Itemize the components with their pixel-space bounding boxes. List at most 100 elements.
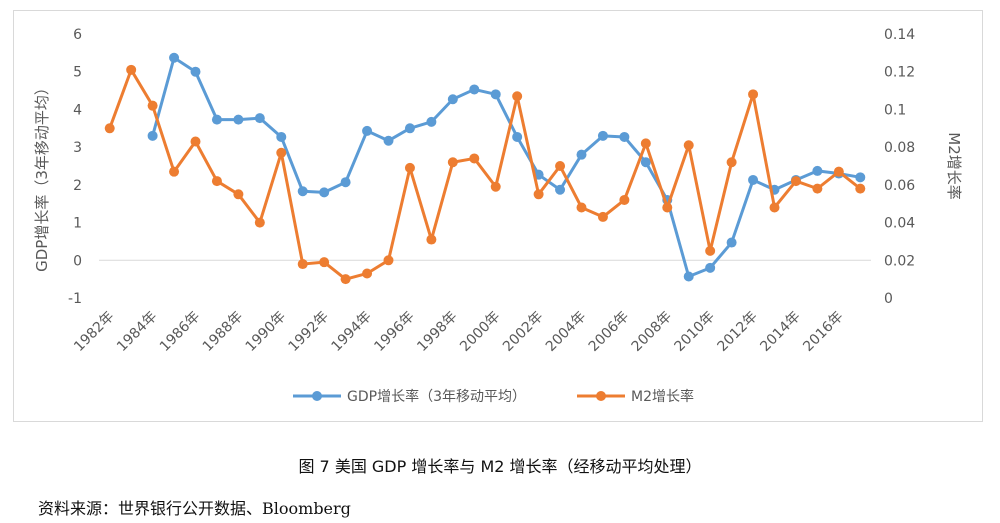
- data-point-m2: [640, 138, 651, 149]
- y-axis-title-right: M2增长率: [945, 132, 963, 200]
- data-point-gdp: [512, 131, 523, 142]
- data-point-m2: [126, 64, 137, 75]
- x-tick-label: 2008年: [629, 309, 675, 355]
- data-point-m2: [726, 157, 737, 168]
- x-tick-label: 1996年: [371, 309, 417, 355]
- data-point-m2: [855, 183, 866, 194]
- data-point-m2: [597, 211, 608, 222]
- data-point-gdp: [748, 174, 759, 185]
- data-point-gdp: [640, 157, 651, 168]
- data-point-m2: [576, 202, 587, 213]
- data-point-gdp: [233, 114, 244, 125]
- data-point-m2: [426, 234, 437, 245]
- data-point-gdp: [147, 130, 158, 141]
- data-point-m2: [555, 161, 566, 171]
- legend-marker-m2: [596, 391, 606, 401]
- data-point-m2: [619, 194, 630, 205]
- data-point-gdp: [276, 131, 287, 142]
- left-tick-label: 6: [73, 27, 82, 43]
- figure-caption: 图 7 美国 GDP 增长率与 M2 增长率（经移动平均处理）: [298, 457, 702, 476]
- data-point-gdp: [404, 123, 415, 134]
- x-tick-label: 2000年: [457, 309, 503, 355]
- left-tick-label: 2: [73, 178, 82, 194]
- right-tick-label: 0.06: [884, 178, 915, 194]
- right-tick-label: 0.12: [884, 65, 915, 81]
- data-point-m2: [362, 268, 373, 279]
- data-point-m2: [705, 245, 716, 256]
- x-tick-label: 1998年: [414, 309, 460, 355]
- data-point-gdp: [169, 52, 180, 63]
- data-point-gdp: [812, 165, 823, 176]
- left-tick-label: 4: [73, 102, 82, 118]
- data-point-m2: [297, 259, 308, 270]
- data-point-gdp: [597, 130, 608, 141]
- x-tick-label: 1988年: [200, 309, 246, 355]
- right-tick-label: 0.08: [884, 140, 915, 156]
- data-point-gdp: [254, 113, 265, 124]
- x-tick-label: 2012年: [714, 309, 760, 355]
- data-point-m2: [662, 202, 673, 213]
- data-point-gdp: [340, 177, 351, 188]
- data-point-gdp: [555, 184, 566, 195]
- data-point-m2: [147, 100, 158, 111]
- right-tick-label: 0: [884, 291, 893, 307]
- x-tick-label: 2006年: [586, 309, 632, 355]
- chart-frame: -1 0 1 2 3 4 5 6 0 0.02 0.04 0.06 0.08 0.1 0.12 0.14 1…: [13, 10, 983, 422]
- data-point-gdp: [211, 114, 222, 125]
- right-tick-label: 0.14: [884, 27, 915, 43]
- legend-marker-gdp: [312, 391, 322, 401]
- x-tick-label: 2016年: [800, 309, 846, 355]
- legend-label-gdp: GDP增长率（3年移动平均）: [347, 388, 526, 405]
- data-point-gdp: [726, 237, 737, 248]
- data-point-m2: [190, 136, 201, 147]
- right-axis-ticks: 0 0.02 0.04 0.06 0.08 0.1 0.12 0.14: [884, 27, 915, 307]
- data-point-m2: [812, 183, 823, 194]
- data-point-m2: [340, 274, 351, 285]
- x-tick-label: 1986年: [157, 309, 203, 355]
- data-point-m2: [169, 166, 180, 177]
- x-tick-label: 1984年: [114, 309, 160, 355]
- chart-svg: -1 0 1 2 3 4 5 6 0 0.02 0.04 0.06 0.08 0.1 0.12 0.14 1…: [33, 27, 963, 405]
- data-point-m2: [748, 89, 759, 100]
- x-tick-label: 2014年: [757, 309, 803, 355]
- left-tick-label: 3: [73, 140, 82, 156]
- x-tick-label: 1994年: [328, 309, 374, 355]
- legend-label-m2: M2增长率: [631, 388, 694, 405]
- left-tick-label: 5: [73, 65, 82, 81]
- series-line-m2: [108, 68, 862, 281]
- right-tick-label: 0.02: [884, 253, 915, 269]
- right-tick-label: 0.04: [884, 216, 915, 232]
- x-axis-ticks: 1982年1984年1986年1988年1990年1992年1994年1996年…: [71, 309, 847, 355]
- data-point-gdp: [855, 172, 866, 183]
- x-tick-label: 2004年: [543, 309, 589, 355]
- data-point-m2: [319, 257, 330, 268]
- series-layer: [104, 52, 866, 285]
- series-line-gdp: [151, 56, 861, 279]
- data-point-gdp: [705, 262, 716, 273]
- data-point-m2: [104, 123, 115, 134]
- data-point-gdp: [447, 94, 458, 105]
- source-note: 资料来源：世界银行公开数据、Bloomberg: [38, 499, 351, 518]
- data-point-gdp: [190, 66, 201, 77]
- left-tick-label: 0: [73, 253, 82, 269]
- data-point-m2: [447, 157, 458, 168]
- right-tick-label: 0.1: [884, 102, 906, 118]
- left-tick-label: -1: [68, 291, 82, 307]
- data-point-gdp: [576, 149, 587, 160]
- data-point-gdp: [426, 116, 437, 127]
- data-point-m2: [683, 140, 694, 151]
- x-tick-label: 1982年: [71, 309, 117, 355]
- left-tick-label: 1: [73, 216, 82, 232]
- data-point-m2: [533, 189, 544, 200]
- data-point-m2: [404, 162, 415, 173]
- data-point-gdp: [362, 125, 373, 136]
- x-tick-label: 2010年: [672, 309, 718, 355]
- legend: GDP增长率（3年移动平均） M2增长率: [293, 388, 694, 405]
- data-point-m2: [254, 217, 265, 228]
- left-axis-ticks: -1 0 1 2 3 4 5 6: [68, 27, 82, 307]
- data-point-m2: [276, 147, 287, 158]
- x-tick-label: 1992年: [286, 309, 332, 355]
- data-point-m2: [833, 166, 844, 177]
- y-axis-title-left: GDP增长率（3年移动平均）: [33, 80, 51, 272]
- data-point-m2: [469, 153, 480, 164]
